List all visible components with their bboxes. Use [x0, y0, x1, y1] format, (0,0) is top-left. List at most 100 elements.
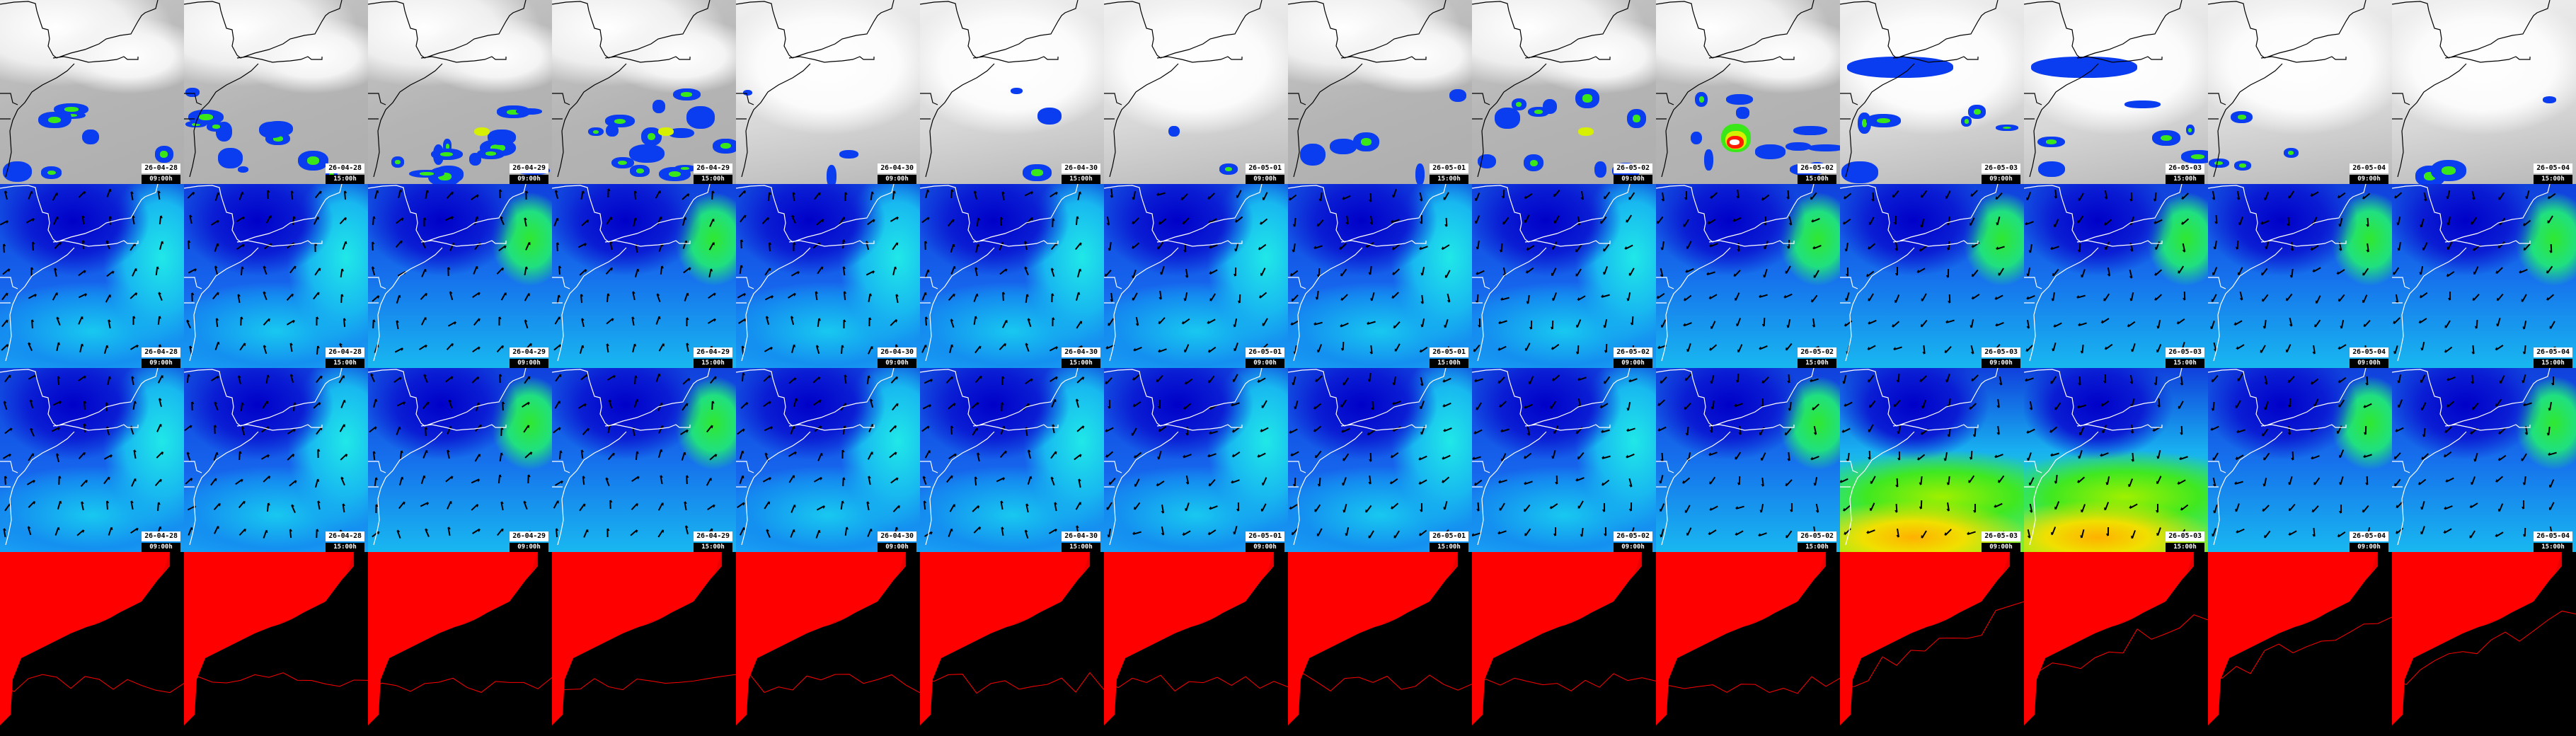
map-tile-wind-speed-arrows-9: 26-05-02 09:00h: [1472, 184, 1656, 368]
pressure-contour-map: [920, 552, 1104, 725]
timestamp-label: 26-05-03 15:00h: [2166, 531, 2204, 552]
map-tile-wind-gust-arrows-10: 26-05-02 15:00h: [1656, 368, 1840, 552]
map-tile-wind-speed-arrows-6: 26-04-30 15:00h: [920, 184, 1104, 368]
map-tile-wind-gust-arrows-9: 26-05-02 09:00h: [1472, 368, 1656, 552]
precip-area-moderate: [419, 172, 434, 176]
precip-area: [652, 100, 666, 113]
map-tile-wind-speed-arrows-13: 26-05-04 09:00h: [2208, 184, 2392, 368]
timestamp-label: 26-05-03 15:00h: [2166, 163, 2204, 184]
forecast-time: 09:00h: [1614, 175, 1652, 184]
coastline-outline: [1840, 368, 1999, 546]
precip-area: [237, 166, 249, 173]
pressure-contour-map: [0, 552, 184, 725]
forecast-date: 26-05-03: [2166, 163, 2204, 173]
precip-area: [1494, 108, 1521, 130]
precip-area-moderate: [445, 143, 449, 149]
timestamp-label: 26-04-29 15:00h: [694, 531, 732, 552]
coastline-outline: [1288, 368, 1447, 546]
map-tile-pressure-contours-12: [2024, 552, 2208, 736]
timestamp-label: 26-04-29 09:00h: [510, 531, 548, 552]
precip-area-moderate: [1861, 118, 1868, 127]
coastline-outline: [552, 184, 711, 362]
precip-area-moderate: [2191, 154, 2205, 160]
forecast-time: 15:00h: [326, 543, 364, 552]
precip-area: [62, 111, 71, 125]
forecast-date: 26-05-03: [2166, 531, 2204, 541]
forecast-time: 09:00h: [2350, 175, 2388, 184]
map-tile-wind-speed-arrows-11: 26-05-03 09:00h: [1840, 184, 2024, 368]
forecast-time: 09:00h: [1982, 543, 2020, 552]
map-tile-cloud-cover-precipitation-5: 26-04-30 09:00h: [736, 0, 920, 184]
precip-area-moderate: [647, 132, 655, 141]
forecast-time: 15:00h: [1062, 543, 1100, 552]
coastline-outline: [1656, 184, 1815, 362]
forecast-time: 15:00h: [694, 175, 732, 184]
timestamp-label: 26-05-03 09:00h: [1982, 531, 2020, 552]
coastline-outline: [736, 368, 895, 546]
timestamp-label: 26-05-02 15:00h: [1798, 163, 1836, 184]
precip-area-moderate: [2188, 127, 2192, 132]
forecast-date: 26-04-30: [878, 531, 916, 541]
coastline-outline: [1472, 0, 1631, 178]
timestamp-label: 26-04-30 15:00h: [1062, 163, 1100, 184]
timestamp-label: 26-05-01 09:00h: [1246, 531, 1284, 552]
map-tile-cloud-cover-precipitation-1: 26-04-28 09:00h: [0, 0, 184, 184]
precip-area: [516, 108, 543, 115]
forecast-date: 26-05-01: [1246, 347, 1284, 357]
map-tile-wind-gust-arrows-13: 26-05-04 09:00h: [2208, 368, 2392, 552]
precip-area-moderate: [1360, 137, 1372, 146]
forecast-date: 26-04-28: [326, 531, 364, 541]
forecast-time: 15:00h: [1430, 175, 1468, 184]
timestamp-label: 26-04-30 09:00h: [878, 163, 916, 184]
timestamp-label: 26-04-30 15:00h: [1062, 347, 1100, 368]
precip-area-moderate: [1633, 115, 1641, 122]
forecast-time: 15:00h: [2534, 175, 2572, 184]
forecast-date: 26-05-02: [1798, 347, 1836, 357]
coastline-outline: [368, 184, 527, 362]
pressure-contour-map: [368, 552, 552, 725]
forecast-time: 09:00h: [142, 175, 180, 184]
timestamp-label: 26-04-28 09:00h: [142, 347, 180, 368]
map-tile-cloud-cover-precipitation-6: 26-04-30 15:00h: [920, 0, 1104, 184]
timestamp-label: 26-04-28 09:00h: [142, 163, 180, 184]
map-tile-cloud-cover-precipitation-3: 26-04-29 09:00h: [368, 0, 552, 184]
precip-area-moderate: [1224, 166, 1233, 172]
pressure-contour-map: [2208, 552, 2392, 725]
forecast-time: 09:00h: [142, 359, 180, 368]
coastline-outline: [552, 368, 711, 546]
forecast-time: 15:00h: [2534, 543, 2572, 552]
coastline-outline: [1104, 0, 1263, 178]
precip-area: [1704, 149, 1713, 171]
pressure-contour-map: [2392, 552, 2576, 725]
precip-area-extreme: [1730, 139, 1740, 145]
map-tile-wind-gust-arrows-2: 26-04-28 15:00h: [184, 368, 368, 552]
precip-area: [1329, 139, 1357, 155]
map-tile-cloud-cover-precipitation-9: 26-05-02 09:00h: [1472, 0, 1656, 184]
forecast-time: 15:00h: [1798, 543, 1836, 552]
forecast-time: 15:00h: [1430, 359, 1468, 368]
forecast-date: 26-05-02: [1798, 531, 1836, 541]
precip-area-moderate: [2214, 161, 2223, 166]
coastline-outline: [920, 184, 1079, 362]
map-tile-cloud-cover-precipitation-14: 26-05-04 15:00h: [2392, 0, 2576, 184]
map-tile-cloud-cover-precipitation-13: 26-05-04 09:00h: [2208, 0, 2392, 184]
precip-area-moderate: [485, 151, 497, 156]
map-tile-wind-gust-arrows-5: 26-04-30 09:00h: [736, 368, 920, 552]
map-tile-pressure-contours-3: [368, 552, 552, 736]
forecast-date: 26-05-01: [1430, 531, 1468, 541]
precip-area-heavy: [474, 127, 490, 136]
map-tile-wind-speed-arrows-2: 26-04-28 15:00h: [184, 184, 368, 368]
forecast-date: 26-04-30: [878, 347, 916, 357]
forecast-time: 09:00h: [878, 359, 916, 368]
timestamp-label: 26-04-28 15:00h: [326, 163, 364, 184]
coastline-outline: [0, 0, 159, 178]
precip-area: [488, 130, 516, 145]
map-tile-pressure-contours-9: [1472, 552, 1656, 736]
map-tile-wind-speed-arrows-7: 26-05-01 09:00h: [1104, 184, 1288, 368]
map-tile-wind-speed-arrows-8: 26-05-01 15:00h: [1288, 184, 1472, 368]
coastline-outline: [2024, 368, 2183, 546]
precip-area: [218, 148, 243, 168]
coastline-outline: [1288, 0, 1447, 178]
precip-area-moderate: [395, 159, 401, 165]
